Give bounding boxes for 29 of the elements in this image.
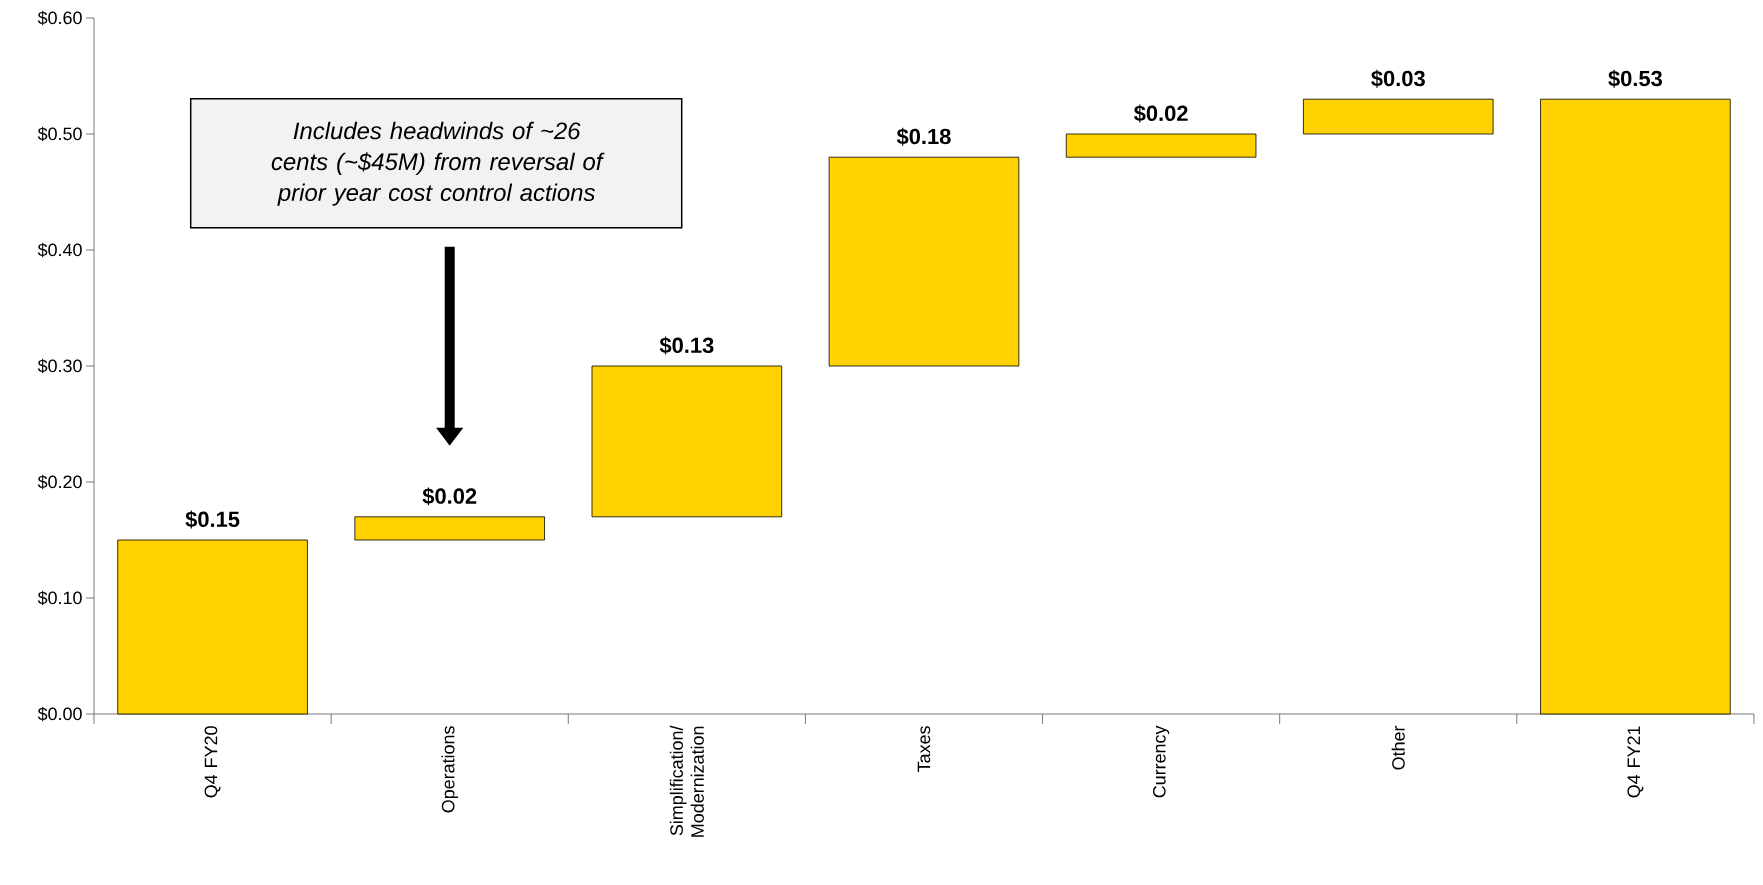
y-tick-label: $0.30	[37, 358, 82, 374]
data-label: $0.18	[896, 127, 951, 146]
bar	[1302, 98, 1494, 135]
data-label: $0.02	[422, 487, 477, 506]
bar	[591, 365, 783, 518]
data-label: $0.13	[659, 336, 714, 355]
bar	[117, 539, 308, 715]
x-tick-label: Taxes	[917, 726, 931, 772]
y-tick-label: $0.60	[37, 10, 82, 26]
y-tick-label: $0.40	[37, 242, 82, 258]
annotation: Includes headwinds of ~26 cents (~$45M) from reversal of prior year cost control actions	[271, 121, 605, 206]
x-tick-label: Other	[1391, 725, 1405, 770]
data-label: $0.02	[1133, 104, 1188, 123]
y-tick-label: $0.20	[37, 474, 82, 490]
y-tick-label: $0.10	[37, 590, 82, 606]
y-tick-label: $0.00	[37, 706, 82, 722]
x-tick-label: Currency	[1152, 725, 1170, 798]
y-tick-label: $0.50	[37, 126, 82, 142]
bar	[828, 156, 1020, 367]
data-label: $0.53	[1608, 69, 1663, 88]
bar	[354, 516, 545, 541]
x-tick-label: Q4 FY21	[1627, 726, 1644, 798]
data-label: $0.15	[185, 510, 240, 529]
bar	[1065, 133, 1257, 158]
data-label: $0.03	[1371, 69, 1425, 88]
x-tick-label: Q4 FY20	[204, 726, 221, 798]
x-tick-label: Operations	[441, 726, 459, 813]
x-tick-label: Simplification/ Modernization	[669, 725, 704, 837]
bar	[1540, 98, 1731, 715]
